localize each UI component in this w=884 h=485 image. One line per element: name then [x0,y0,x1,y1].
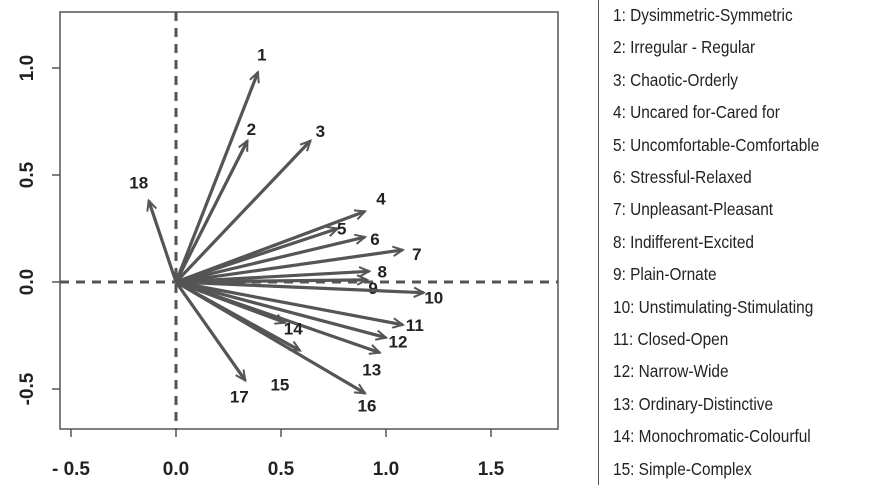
legend-item: 9: Plain-Ornate [613,264,717,285]
arrowhead-12 [375,329,389,341]
y-axis: -0.5 0.0 0.5 1.0 [17,55,60,405]
plot-frame [59,11,559,430]
legend-item: 4: Uncared for-Cared for [613,102,780,123]
arrowhead-11 [391,317,406,329]
x-tick-label: 1.0 [373,459,399,480]
arrowhead-13 [368,344,382,355]
vector-label-14: 14 [284,320,303,339]
vector-17 [174,281,247,382]
x-tick-label: - 0.5 [52,459,90,480]
legend: 1: Dysimmetric-Symmetric 2: Irregular - R… [598,0,884,485]
vector-3 [174,139,312,284]
legend-item: 14: Monochromatic-Colourful [613,426,811,447]
legend-item: 3: Chaotic-Orderly [613,69,738,90]
arrowhead-18 [146,198,158,212]
vector-label-7: 7 [412,245,421,264]
legend-item: 2: Irregular - Regular [613,37,756,58]
vector-label-10: 10 [424,289,443,308]
vector-12 [175,280,387,340]
vector-11 [175,280,404,327]
legend-item: 1: Dysimmetric-Symmetric [613,5,793,25]
legend-item: 10: Unstimulating-Stimulating [613,296,814,317]
vector-label-17: 17 [230,387,249,406]
vector-label-11: 11 [406,316,424,335]
arrowhead-1 [249,70,260,84]
vector-label-13: 13 [362,361,381,380]
vector-label-1: 1 [257,45,266,64]
x-tick-label: 0.0 [163,459,189,480]
x-tick-label: 1.5 [478,459,505,480]
vector-10 [175,280,424,295]
legend-item: 5: Uncomfortable-Comfortable [613,134,820,155]
y-tick-label: 0.5 [17,161,38,188]
vector-label-4: 4 [376,189,386,208]
vector-1 [174,71,260,283]
vector-label-18: 18 [129,174,148,193]
arrowhead-16 [353,383,367,395]
y-tick-label: -0.5 [17,372,38,405]
arrowhead-3 [299,139,312,152]
arrowhead-2 [238,138,249,152]
legend-item: 11: Closed-Open [613,329,729,349]
arrowhead-14 [274,314,288,325]
arrowhead-10 [413,286,427,298]
vector-label-16: 16 [358,396,377,415]
arrowhead-5 [326,226,340,237]
legend-item: 13: Ordinary-Distinctive [613,393,774,414]
arrowhead-17 [235,369,247,383]
vector-7 [175,248,404,284]
x-axis: - 0.5 0.0 0.5 1.0 1.5 [52,429,505,480]
vector-label-5: 5 [337,220,346,239]
vector-2 [174,140,249,283]
vector-label-8: 8 [377,262,386,281]
vector-5 [175,226,339,284]
legend-item: 8: Indifferent-Excited [613,231,754,252]
legend-item: 7: Unpleasant-Pleasant [613,199,774,220]
arrowhead-6 [354,233,368,245]
legend-item: 6: Stressful-Relaxed [613,167,752,187]
vector-14 [175,280,286,325]
vector-label-3: 3 [316,122,325,141]
y-tick-label: 1.0 [17,55,38,81]
arrowhead-4 [353,209,368,221]
vector-label-12: 12 [389,333,408,352]
legend-item: 12: Narrow-Wide [613,361,729,382]
vector-18 [147,200,178,283]
arrowhead-8 [358,266,372,278]
reference-lines [60,12,558,429]
vector-label-9: 9 [368,279,377,298]
legend-item: 15: Simple-Complex [613,458,752,479]
arrowhead-9 [356,274,370,286]
y-tick-label: 0.0 [17,269,38,295]
x-tick-label: 0.5 [268,459,295,480]
vector-9 [175,278,368,284]
arrowhead-7 [392,245,406,257]
vector-6 [175,235,366,284]
vector-label-6: 6 [370,230,379,249]
vector-label-15: 15 [270,375,289,394]
vector-16 [175,280,366,395]
vector-label-2: 2 [247,120,256,139]
